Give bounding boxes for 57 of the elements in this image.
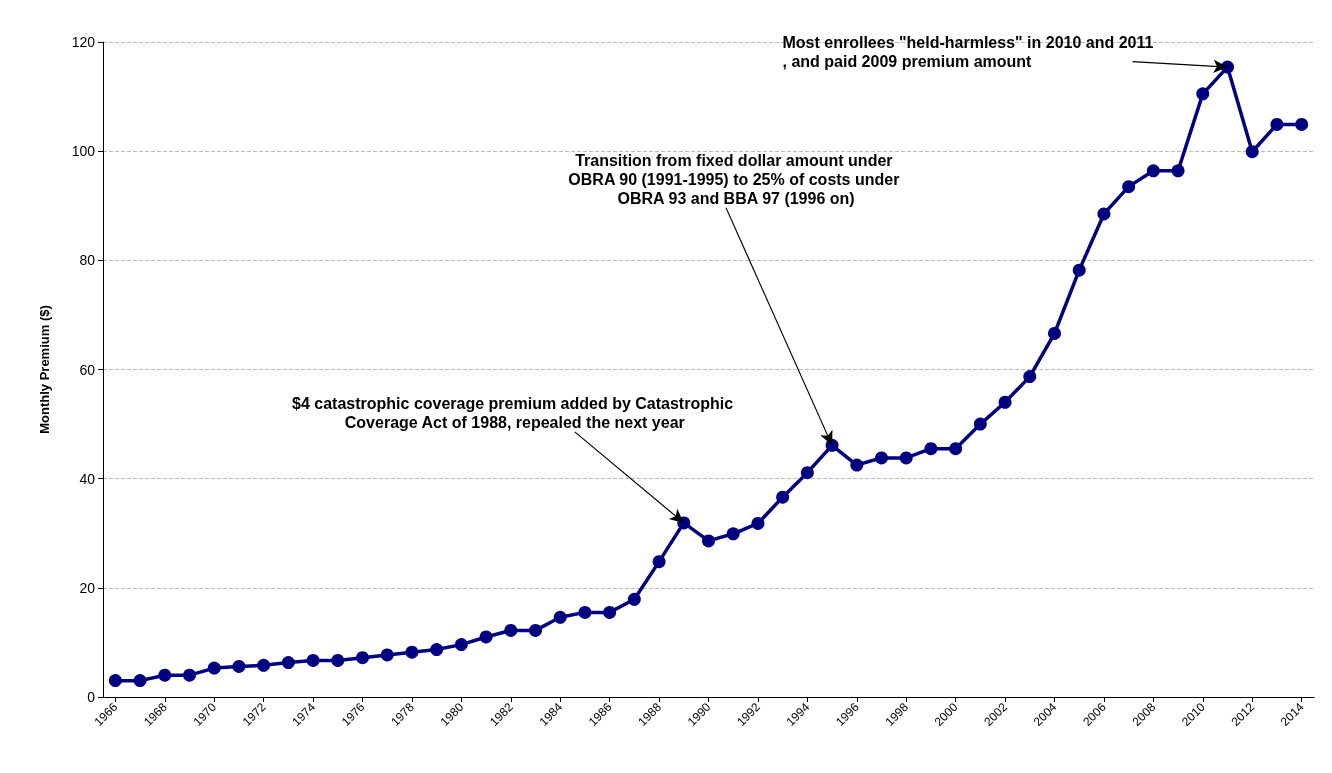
point: [627, 592, 641, 606]
annotation: Transition from fixed dollar amount under OBRA 90 (1991-1995) to 25% of costs under OBRA 93 and BBA 97 (1996 on): [568, 151, 904, 207]
point: [207, 661, 221, 675]
point: [331, 653, 345, 667]
point: [875, 451, 888, 465]
point: [356, 651, 369, 665]
point: [232, 659, 246, 673]
point: [430, 643, 444, 657]
y-axis-title: Monthly Premium ($): [37, 305, 52, 434]
y-tick-label: 60: [79, 361, 96, 378]
point: [158, 668, 172, 682]
point: [380, 648, 394, 662]
y-tick-label: 80: [79, 252, 96, 269]
y-tick-label: 0: [87, 689, 96, 705]
y-tick-label: 120: [71, 34, 96, 50]
point: [479, 630, 493, 644]
point: [899, 451, 913, 465]
point: [1023, 370, 1037, 384]
point: [652, 555, 666, 569]
annotation: Most enrollees "held-harmless" in 2010 and 2011, and paid 2009 premium amount: [782, 34, 1154, 71]
y-tick-label: 100: [71, 143, 96, 160]
point: [578, 605, 592, 619]
point: [183, 668, 196, 682]
point: [726, 527, 740, 541]
point: [405, 645, 419, 659]
point: [454, 638, 468, 652]
point: [1048, 326, 1061, 340]
point: [504, 623, 518, 637]
point: [529, 623, 542, 637]
point: [603, 605, 617, 619]
point: [553, 610, 567, 624]
point: [702, 534, 715, 548]
point: [257, 658, 271, 672]
point: [1245, 145, 1259, 159]
annotation: $4 catastrophic coverage premium added by Catastrophic Coverage Act of 1988, repealed the next year: [292, 394, 738, 431]
point: [108, 674, 122, 688]
point: [1171, 164, 1185, 178]
point: [776, 490, 790, 504]
point: [924, 442, 938, 456]
point: [850, 458, 864, 472]
point: [998, 395, 1012, 409]
point: [1270, 117, 1284, 131]
point: [949, 442, 963, 456]
point: [973, 417, 987, 431]
point: [1146, 164, 1160, 178]
y-tick-label: 20: [79, 579, 96, 596]
point: [133, 674, 147, 688]
point: [751, 516, 765, 530]
point: [1295, 117, 1309, 131]
point: [1196, 87, 1210, 101]
y-tick-label: 40: [79, 470, 96, 487]
point: [1097, 207, 1111, 221]
point: [281, 656, 295, 670]
point: [1072, 263, 1086, 277]
point: [800, 466, 814, 480]
point: [1122, 180, 1136, 194]
point: [306, 653, 320, 667]
